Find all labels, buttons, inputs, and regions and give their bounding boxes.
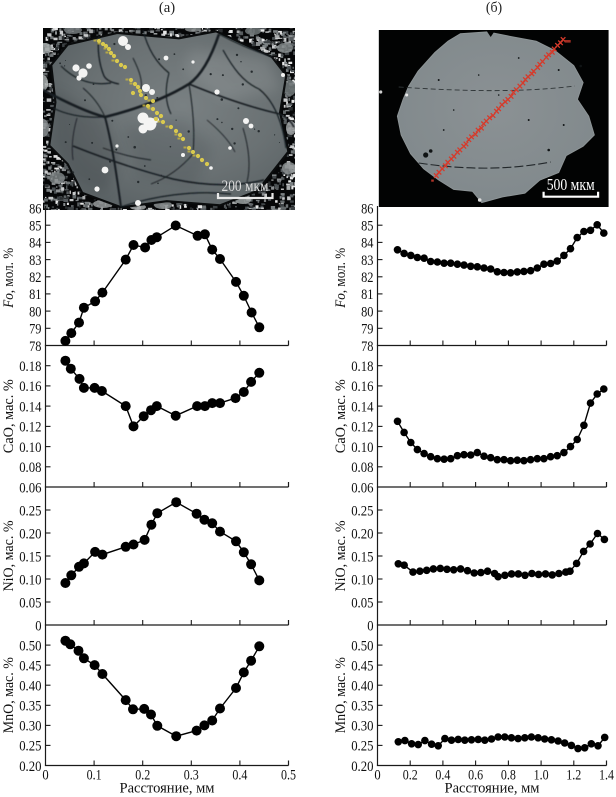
svg-text:0.6: 0.6 xyxy=(468,767,483,784)
svg-text:0.25: 0.25 xyxy=(19,738,41,755)
svg-text:0.40: 0.40 xyxy=(351,678,374,695)
svg-text:0.20: 0.20 xyxy=(351,525,374,542)
svg-text:78: 78 xyxy=(361,338,374,355)
svg-text:81: 81 xyxy=(29,286,41,303)
svg-text:0.10: 0.10 xyxy=(19,571,42,588)
svg-text:0.14: 0.14 xyxy=(19,398,42,415)
svg-text:0.20: 0.20 xyxy=(351,758,374,775)
svg-text:1.2: 1.2 xyxy=(566,767,581,784)
svg-text:500 мкм: 500 мкм xyxy=(547,175,595,194)
svg-text:0.18: 0.18 xyxy=(19,358,42,375)
svg-text:0.45: 0.45 xyxy=(19,657,41,674)
svg-text:0.35: 0.35 xyxy=(19,698,41,715)
svg-text:85: 85 xyxy=(29,218,41,235)
svg-text:CaO, мас. %: CaO, мас. % xyxy=(332,379,349,453)
svg-text:0.05: 0.05 xyxy=(351,594,373,611)
svg-text:80: 80 xyxy=(361,303,374,320)
svg-text:0.2: 0.2 xyxy=(403,767,418,784)
svg-text:NiO, мас. %: NiO, мас. % xyxy=(0,520,17,591)
svg-text:0.25: 0.25 xyxy=(351,502,373,519)
svg-text:0.25: 0.25 xyxy=(351,738,373,755)
svg-text:0.10: 0.10 xyxy=(351,439,374,456)
svg-text:0.14: 0.14 xyxy=(351,398,374,415)
svg-text:82: 82 xyxy=(361,269,373,286)
svg-text:(б): (б) xyxy=(486,0,502,16)
svg-text:79: 79 xyxy=(361,321,373,338)
svg-text:Расстояние, мм: Расстояние, мм xyxy=(120,779,215,796)
svg-text:0.25: 0.25 xyxy=(19,502,41,519)
svg-text:0.4: 0.4 xyxy=(232,767,247,784)
svg-text:Fo, мол. %: Fo, мол. % xyxy=(0,248,17,309)
svg-text:0.12: 0.12 xyxy=(351,419,373,436)
svg-text:0: 0 xyxy=(42,767,49,784)
svg-text:0.1: 0.1 xyxy=(87,767,102,784)
svg-text:0.10: 0.10 xyxy=(351,571,374,588)
svg-text:1.4: 1.4 xyxy=(599,767,614,784)
svg-text:(а): (а) xyxy=(159,0,175,16)
svg-text:79: 79 xyxy=(29,321,41,338)
svg-text:0.08: 0.08 xyxy=(19,459,42,476)
svg-text:0.12: 0.12 xyxy=(19,419,41,436)
svg-text:86: 86 xyxy=(361,200,374,217)
svg-text:0: 0 xyxy=(374,767,381,784)
svg-text:0.06: 0.06 xyxy=(19,479,42,496)
svg-text:84: 84 xyxy=(361,235,374,252)
svg-text:1.0: 1.0 xyxy=(534,767,549,784)
svg-text:0.35: 0.35 xyxy=(351,698,373,715)
svg-text:0.5: 0.5 xyxy=(281,767,296,784)
svg-text:78: 78 xyxy=(29,338,42,355)
svg-text:0.30: 0.30 xyxy=(19,718,42,735)
svg-text:0.08: 0.08 xyxy=(351,459,374,476)
svg-text:0.05: 0.05 xyxy=(19,594,41,611)
svg-text:81: 81 xyxy=(361,286,373,303)
svg-text:MnO, мас. %: MnO, мас. % xyxy=(0,657,17,733)
svg-text:80: 80 xyxy=(29,303,42,320)
svg-text:83: 83 xyxy=(29,252,41,269)
svg-text:0.16: 0.16 xyxy=(351,378,374,395)
svg-text:0.15: 0.15 xyxy=(351,548,373,565)
svg-text:85: 85 xyxy=(361,218,373,235)
svg-text:0.20: 0.20 xyxy=(19,525,42,542)
svg-text:0: 0 xyxy=(367,617,374,634)
svg-text:0.10: 0.10 xyxy=(19,439,42,456)
svg-text:MnO, мас. %: MnO, мас. % xyxy=(332,657,349,733)
svg-text:NiO, мас. %: NiO, мас. % xyxy=(332,520,349,591)
svg-text:0.8: 0.8 xyxy=(501,767,516,784)
svg-text:0.18: 0.18 xyxy=(351,358,374,375)
svg-text:0.50: 0.50 xyxy=(351,637,374,654)
svg-text:86: 86 xyxy=(29,200,42,217)
svg-text:0.3: 0.3 xyxy=(184,767,199,784)
svg-text:0.2: 0.2 xyxy=(135,767,150,784)
svg-text:0.40: 0.40 xyxy=(19,678,42,695)
svg-text:0.45: 0.45 xyxy=(351,657,373,674)
svg-text:0.4: 0.4 xyxy=(435,767,450,784)
svg-text:200 мкм: 200 мкм xyxy=(222,178,269,195)
svg-text:CaO, мас. %: CaO, мас. % xyxy=(0,379,17,453)
svg-text:0.30: 0.30 xyxy=(351,718,374,735)
svg-text:83: 83 xyxy=(361,252,373,269)
svg-text:0.20: 0.20 xyxy=(19,758,42,775)
svg-text:0.06: 0.06 xyxy=(351,479,374,496)
svg-text:Fo, мол. %: Fo, мол. % xyxy=(332,248,349,309)
svg-text:84: 84 xyxy=(29,235,42,252)
svg-text:0.16: 0.16 xyxy=(19,378,42,395)
svg-text:82: 82 xyxy=(29,269,41,286)
svg-text:0: 0 xyxy=(35,617,42,634)
svg-text:Расстояние, мм: Расстояние, мм xyxy=(445,779,540,796)
svg-text:0.15: 0.15 xyxy=(19,548,41,565)
svg-text:0.50: 0.50 xyxy=(19,637,42,654)
